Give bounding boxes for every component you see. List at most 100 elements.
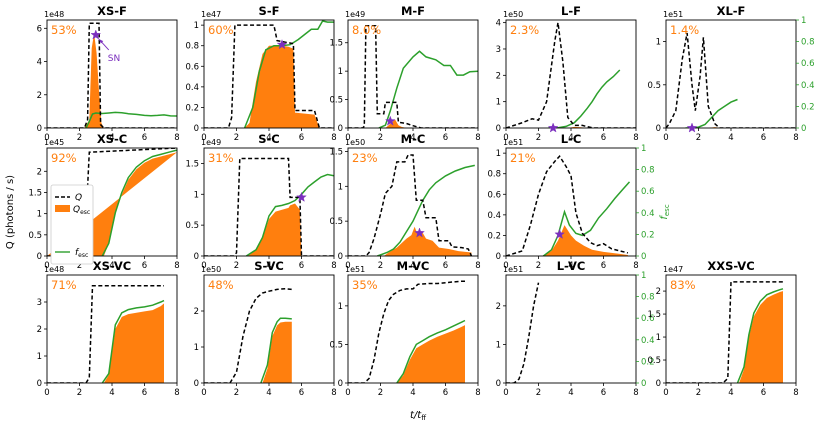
y-tick-label: 2 — [656, 287, 661, 297]
panel-s-c: 0 2 4 6 8 0 0.5 1 1.5 S-C 1e49 31% — [185, 132, 336, 271]
y-tick-label: 0.2 — [185, 103, 199, 113]
y-tick-label: 0.8 — [185, 42, 199, 52]
panel-multiplier: 1e50 — [345, 138, 365, 147]
y-tick-label: 1 — [656, 38, 661, 48]
x-tick-label: 4 — [728, 133, 733, 143]
x-tick-label: 0 — [503, 388, 508, 398]
panel-title: S-VC — [254, 259, 284, 273]
panel-percent: 2.3% — [510, 23, 539, 37]
sn-star-marker — [90, 29, 102, 40]
panel-percent: 1.4% — [670, 23, 699, 37]
panel-percent: 71% — [51, 278, 77, 292]
panel-multiplier: 1e48 — [44, 265, 64, 274]
qesc-area — [348, 119, 478, 128]
y-tick-label: 1 — [496, 98, 501, 108]
y-tick-label: 0 — [37, 379, 42, 389]
x-tick-label: 8 — [475, 261, 480, 271]
fesc-line — [260, 317, 292, 383]
x-tick-label: 4 — [266, 261, 271, 271]
fesc-tick-label: 0.6 — [801, 59, 815, 69]
x-tick-label: 0 — [663, 133, 668, 143]
panel-multiplier: 1e47 — [663, 265, 683, 274]
x-tick-label: 0 — [201, 133, 206, 143]
qesc-area — [47, 33, 177, 128]
x-tick-label: 2 — [77, 388, 82, 398]
y-tick-label: 0 — [194, 252, 199, 262]
x-tick-label: 6 — [443, 388, 448, 398]
x-tick-label: 0 — [345, 388, 350, 398]
x-tick-label: 0 — [44, 261, 49, 271]
fesc-line — [85, 111, 177, 128]
y-tick-label: 2 — [194, 307, 199, 317]
y-tick-label: 0 — [194, 379, 199, 389]
fesc-line — [377, 164, 475, 256]
panel-multiplier: 1e45 — [44, 138, 64, 147]
sn-star-marker — [384, 115, 396, 126]
panel-multiplier: 1e51 — [345, 265, 365, 274]
x-tick-label: 2 — [77, 261, 82, 271]
plot-area — [204, 287, 292, 383]
fesc-line — [548, 69, 621, 128]
x-tick-label: 4 — [109, 261, 114, 271]
qesc-area — [204, 321, 292, 383]
fesc-tick-label: 0.4 — [801, 81, 815, 91]
sn-arrowhead — [98, 38, 104, 44]
legend-fesc-label: fesc — [75, 248, 88, 259]
x-tick-label: 0 — [44, 388, 49, 398]
x-tick-label: 0 — [201, 388, 206, 398]
fesc-tick-label: 0 — [641, 252, 646, 262]
y-tick-label: 1 — [338, 302, 343, 312]
x-tick-label: 4 — [266, 388, 271, 398]
fesc-tick-label: 0.8 — [641, 293, 655, 303]
x-tick-label: 0 — [345, 133, 350, 143]
x-tick-label: 6 — [601, 261, 606, 271]
panel-title: XXS-VC — [707, 259, 754, 273]
panel-title: XS-C — [97, 132, 127, 146]
y-tick-label: 1 — [37, 352, 42, 362]
y-tick-label: 0 — [194, 124, 199, 134]
y-tick-label: 1.5 — [329, 147, 343, 157]
x-tick-label: 2 — [234, 388, 239, 398]
q-line — [666, 281, 783, 383]
fesc-tick-label: 1 — [801, 16, 806, 26]
x-tick-label: 2 — [696, 388, 701, 398]
q-line — [204, 24, 334, 128]
x-tick-label: 4 — [568, 388, 573, 398]
x-tick-label: 0 — [201, 261, 206, 271]
y-tick-label: 0.5 — [28, 231, 42, 241]
qesc-area — [666, 291, 783, 383]
panel-s-f: 0 2 4 6 8 0 0.2 0.4 0.6 0.8 1 S-F 1e47 60% — [185, 4, 336, 143]
x-tick-label: 2 — [536, 388, 541, 398]
plot-area — [506, 282, 540, 383]
plot-area — [348, 280, 466, 383]
panel-multiplier: 1e47 — [201, 10, 221, 19]
x-tick-label: 6 — [601, 133, 606, 143]
y-tick-label: 0 — [656, 124, 661, 134]
x-tick-label: 6 — [299, 261, 304, 271]
y-tick-label: 1 — [496, 340, 501, 350]
panel-percent: 53% — [51, 23, 77, 37]
x-tick-label: 2 — [536, 261, 541, 271]
y-tick-label: 1.5 — [647, 310, 661, 320]
plot-area — [204, 157, 334, 256]
x-tick-label: 6 — [761, 133, 766, 143]
qesc-area — [506, 225, 628, 256]
y-tick-label: 0 — [656, 379, 661, 389]
qesc-area — [348, 325, 465, 383]
y-tick-label: 0 — [496, 252, 501, 262]
y-tick-label: 0 — [37, 252, 42, 262]
x-tick-label: 4 — [410, 261, 415, 271]
y-tick-label: 0.8 — [487, 170, 501, 180]
panel-percent: 92% — [51, 151, 77, 165]
plot-area — [348, 24, 478, 128]
panel-multiplier: 1e50 — [201, 265, 221, 274]
fesc-line — [378, 50, 478, 128]
panel-title: S-F — [259, 4, 280, 18]
panel-multiplier: 1e49 — [345, 10, 365, 19]
y-tick-label: 0 — [37, 124, 42, 134]
x-tick-label: 6 — [443, 261, 448, 271]
panel-multiplier: 1e48 — [44, 10, 64, 19]
x-tick-label: 8 — [793, 388, 798, 398]
